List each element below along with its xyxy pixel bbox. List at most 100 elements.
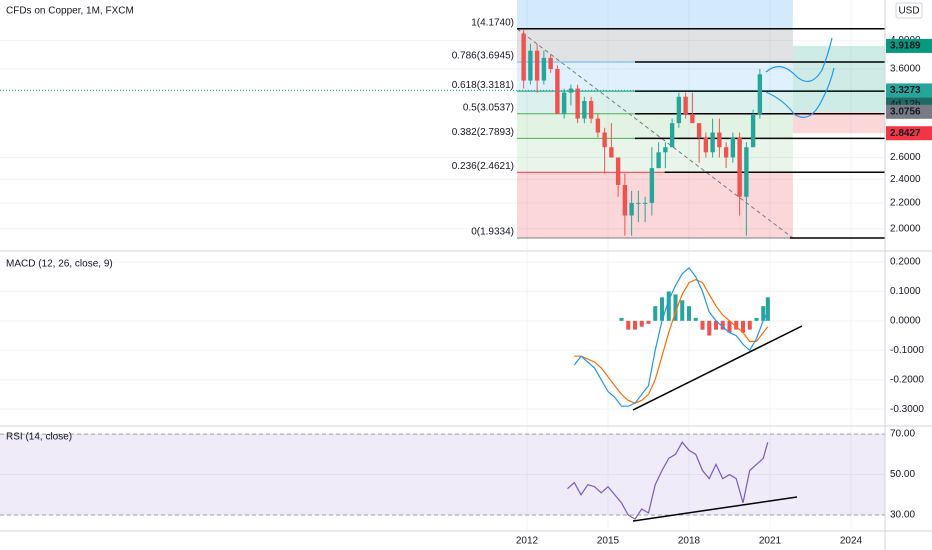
candle-body bbox=[548, 57, 553, 69]
candle-body bbox=[690, 114, 695, 124]
macd-histogram-bar bbox=[707, 320, 712, 336]
candle-body bbox=[757, 74, 763, 115]
time-tick-label: 2018 bbox=[678, 536, 701, 547]
price-tick-label: 2.2000 bbox=[890, 198, 921, 209]
candle-body bbox=[561, 92, 567, 115]
price-tick-label: 0.0000 bbox=[890, 315, 921, 326]
price-tick-label: 50.00 bbox=[890, 469, 915, 480]
indicator-title: RSI (14, close) bbox=[6, 432, 72, 443]
macd-histogram-bar bbox=[761, 306, 766, 321]
rsi-band bbox=[0, 434, 885, 516]
fib-top-zone bbox=[517, 0, 793, 29]
rsi-line bbox=[567, 441, 769, 520]
macd-histogram-bar bbox=[734, 320, 739, 330]
price-tick-label: 2.6000 bbox=[890, 152, 921, 163]
trend-line bbox=[632, 496, 798, 522]
price-tick-label: 30.00 bbox=[890, 510, 915, 521]
fib-zone bbox=[517, 61, 793, 92]
candle-body bbox=[717, 132, 722, 148]
price-badge-label: 3.0756 bbox=[890, 106, 921, 117]
price-tick-label: -0.2000 bbox=[890, 374, 924, 385]
fib-label: 0(1.9334) bbox=[471, 227, 514, 238]
marks-layer bbox=[0, 28, 885, 520]
price-tick-label: -0.3000 bbox=[890, 404, 924, 415]
background-layer bbox=[0, 0, 885, 530]
macd-histogram-bar bbox=[720, 320, 725, 330]
countdown-label: 4d 12h bbox=[890, 99, 921, 110]
fib-label: 0.618(3.3181) bbox=[452, 80, 514, 91]
macd-histogram-bar bbox=[740, 320, 746, 333]
macd-histogram-bar bbox=[680, 300, 685, 321]
price-tick-label: 2.0000 bbox=[890, 223, 921, 234]
candle-body bbox=[555, 68, 560, 115]
candle-body bbox=[568, 88, 574, 93]
price-tick-label: 70.00 bbox=[890, 429, 915, 440]
price-badge-label: 3.3273 bbox=[890, 85, 921, 96]
candle-body bbox=[602, 132, 607, 148]
fib-label: 0.5(3.0537) bbox=[463, 102, 514, 113]
candle-body bbox=[669, 123, 675, 148]
candle-body bbox=[609, 147, 614, 158]
fib-label: 0.236(2.4621) bbox=[452, 161, 514, 172]
macd-histogram-bar bbox=[659, 297, 665, 321]
candle-body bbox=[615, 157, 621, 185]
fib-trend-line bbox=[516, 28, 794, 239]
macd-histogram-bar bbox=[646, 320, 651, 324]
price-badge-label: 2.8427 bbox=[890, 128, 921, 139]
time-tick-label: 2024 bbox=[840, 536, 863, 547]
indicator-title: MACD (12, 26, close, 9) bbox=[6, 259, 113, 270]
candle-body bbox=[629, 202, 634, 216]
fib-zone bbox=[517, 28, 793, 62]
signal-line bbox=[574, 279, 769, 404]
candle-body bbox=[636, 202, 641, 204]
macd-histogram-bar bbox=[686, 306, 692, 321]
candle-body bbox=[656, 152, 661, 169]
projection-curve bbox=[765, 67, 835, 118]
macd-histogram-bar bbox=[754, 317, 759, 321]
price-badge bbox=[886, 38, 932, 53]
macd-histogram-bar bbox=[700, 320, 705, 330]
macd-histogram-bar bbox=[619, 317, 624, 321]
candle-body bbox=[683, 96, 688, 115]
candle-body bbox=[723, 147, 729, 158]
candle-body bbox=[528, 50, 533, 81]
macd-histogram-bar bbox=[626, 320, 631, 330]
candle-body bbox=[696, 123, 702, 138]
fib-label: 1(4.1740) bbox=[471, 17, 514, 28]
fib-label: 0.786(3.6945) bbox=[452, 51, 514, 62]
candle-body bbox=[582, 101, 587, 119]
projection-curve bbox=[765, 37, 833, 82]
candle-body bbox=[703, 137, 709, 153]
candle-body bbox=[588, 101, 594, 119]
price-badge bbox=[886, 126, 932, 141]
price-tick-label: 0.1000 bbox=[890, 286, 921, 297]
candle-body bbox=[750, 114, 756, 148]
candle-body bbox=[676, 96, 682, 124]
price-badge bbox=[886, 104, 932, 119]
price-tick-label: 0.2000 bbox=[890, 257, 921, 268]
candle-body bbox=[521, 33, 526, 81]
fib-zone bbox=[517, 172, 793, 239]
macd-histogram-bar bbox=[653, 306, 658, 321]
candle-body bbox=[737, 137, 742, 197]
candle-body bbox=[642, 202, 648, 204]
macd-histogram-bar bbox=[765, 297, 770, 321]
macd-histogram-bar bbox=[639, 320, 644, 327]
price-tick-label: 3.6000 bbox=[890, 64, 921, 75]
candle-body bbox=[649, 168, 655, 203]
macd-histogram-bar bbox=[632, 320, 638, 330]
macd-histogram-bar bbox=[747, 320, 752, 330]
fib-zone bbox=[517, 113, 793, 139]
macd-line bbox=[573, 267, 769, 407]
candle-body bbox=[744, 147, 749, 197]
trend-line bbox=[632, 325, 803, 411]
candle-body bbox=[663, 147, 668, 153]
candle-body bbox=[730, 137, 736, 158]
currency-label: USD bbox=[898, 6, 919, 17]
position-profit-zone bbox=[792, 45, 885, 112]
candle-body bbox=[534, 50, 540, 81]
currency-button[interactable] bbox=[895, 2, 923, 19]
candle-body bbox=[622, 184, 628, 216]
macd-histogram-bar bbox=[693, 317, 698, 321]
